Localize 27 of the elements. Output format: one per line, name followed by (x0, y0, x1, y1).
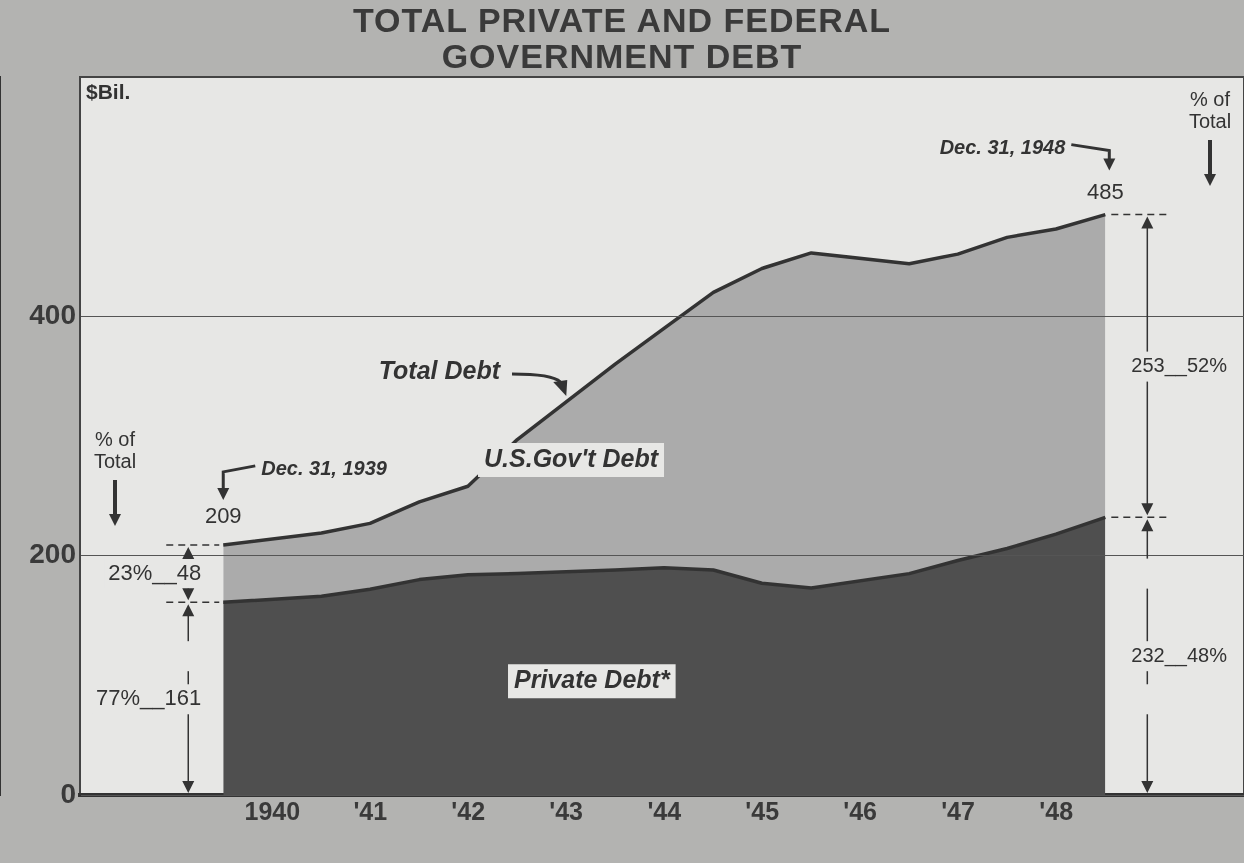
annotation: 485 (1086, 178, 1124, 204)
x-tick-label: '47 (941, 796, 975, 825)
annotation: 23%__48 (108, 559, 202, 585)
annotation: 77%__161 (96, 685, 202, 711)
x-tick-label: '45 (745, 796, 780, 825)
annotation: Dec. 31, 1948 (939, 136, 1067, 159)
annotation: % of Total (1188, 87, 1232, 132)
series-label: Private Debt* (514, 665, 671, 694)
y-axis-title: $Bil. (86, 80, 131, 104)
x-tick-label: '41 (353, 796, 388, 825)
annotation: 232__48% (1131, 643, 1228, 667)
x-tick-label: '42 (451, 796, 486, 825)
x-tick-label: '48 (1039, 796, 1074, 825)
annotation: Dec. 31, 1939 (261, 457, 388, 480)
annotation: % of Total (93, 427, 137, 472)
y-tick-label: 0 (60, 777, 76, 809)
x-tick-label: '43 (549, 796, 583, 825)
chart-title: TOTAL PRIVATE AND FEDERAL GOVERNMENT DEBT (351, 1, 893, 75)
x-tick-label: '44 (647, 796, 682, 825)
annotation: Total Debt (378, 355, 502, 384)
series-label: U.S.Gov't Debt (484, 443, 660, 472)
x-tick-label: 1940 (244, 796, 301, 825)
annotation: 253__52% (1131, 354, 1228, 378)
y-tick-label: 200 (29, 538, 76, 570)
x-tick-label: '46 (843, 796, 877, 825)
y-tick-label: 400 (29, 299, 76, 331)
annotation: 209 (204, 502, 242, 528)
